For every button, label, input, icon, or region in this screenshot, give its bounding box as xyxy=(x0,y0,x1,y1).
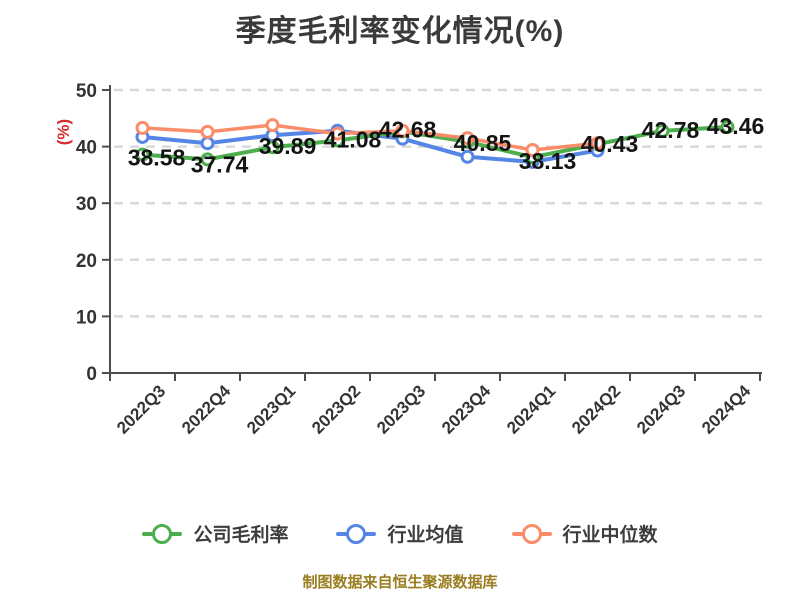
series-line-2 xyxy=(140,123,600,152)
data-point-marker xyxy=(460,149,475,164)
y-axis-tick-label: 0 xyxy=(86,364,97,385)
data-point-label: 43.46 xyxy=(707,113,765,139)
data-point-marker xyxy=(265,140,280,155)
data-point-label: 37.74 xyxy=(191,151,249,177)
data-point-label: 39.89 xyxy=(259,133,317,159)
y-axis-tick-label: 10 xyxy=(76,307,97,328)
data-point-marker xyxy=(590,136,605,151)
chart-title: 季度毛利率变化情况(%) xyxy=(235,15,565,48)
x-axis-tick-label: 2022Q3 xyxy=(113,381,169,437)
legend-line-circle-icon xyxy=(336,523,377,544)
data-point-marker xyxy=(460,131,475,146)
x-axis-tick-label: 2024Q3 xyxy=(633,381,689,437)
legend-label: 行业均值 xyxy=(387,525,464,546)
data-point-label: 40.85 xyxy=(454,130,512,156)
y-axis-tick-label: 40 xyxy=(76,138,97,159)
x-axis-tick-label: 2023Q1 xyxy=(243,381,299,437)
data-source-note: 制图数据来自恒生聚源数据库 xyxy=(302,574,498,591)
legend: 公司毛利率 行业均值 行业中位数 xyxy=(0,520,800,547)
data-point-marker xyxy=(200,152,215,167)
data-point-marker xyxy=(265,118,280,133)
data-point-label: 42.68 xyxy=(379,116,437,142)
x-axis-tick-label: 2023Q2 xyxy=(308,381,364,437)
data-point-label: 38.13 xyxy=(519,148,577,174)
legend-item-company-margin[interactable]: 公司毛利率 xyxy=(142,520,288,547)
data-point-label: 40.43 xyxy=(581,131,639,157)
x-axis-tick-label: 2023Q3 xyxy=(373,381,429,437)
data-point-marker xyxy=(200,124,215,139)
data-point-marker xyxy=(135,120,150,135)
data-point-marker xyxy=(525,142,540,157)
data-point-marker xyxy=(200,136,215,151)
legend-item-industry-median[interactable]: 行业中位数 xyxy=(511,520,658,547)
y-axis-tick-label: 30 xyxy=(76,194,97,215)
series-line-0 xyxy=(140,125,730,162)
data-point-label: 38.58 xyxy=(128,145,186,171)
y-axis-tick-label: 50 xyxy=(76,81,97,102)
data-point-marker xyxy=(395,123,410,138)
legend-item-industry-average[interactable]: 行业均值 xyxy=(336,520,464,547)
legend-line-circle-icon xyxy=(142,523,183,544)
x-axis-tick-label: 2023Q4 xyxy=(438,381,495,438)
x-axis-tick-label: 2022Q4 xyxy=(178,381,235,438)
x-axis-tick-label: 2024Q4 xyxy=(698,381,755,438)
legend-label: 行业中位数 xyxy=(562,525,658,546)
data-point-marker xyxy=(655,123,670,138)
data-point-label: 42.78 xyxy=(642,117,700,143)
x-axis-tick-label: 2024Q2 xyxy=(568,381,624,437)
y-axis-tick-label: 20 xyxy=(76,251,97,272)
legend-line-circle-icon xyxy=(511,523,552,544)
legend-label: 公司毛利率 xyxy=(193,525,289,546)
data-point-marker xyxy=(135,147,150,162)
data-point-marker xyxy=(330,126,345,141)
x-axis-tick-label: 2024Q1 xyxy=(503,381,559,437)
data-point-marker xyxy=(720,120,735,135)
data-point-label: 41.08 xyxy=(324,126,382,152)
